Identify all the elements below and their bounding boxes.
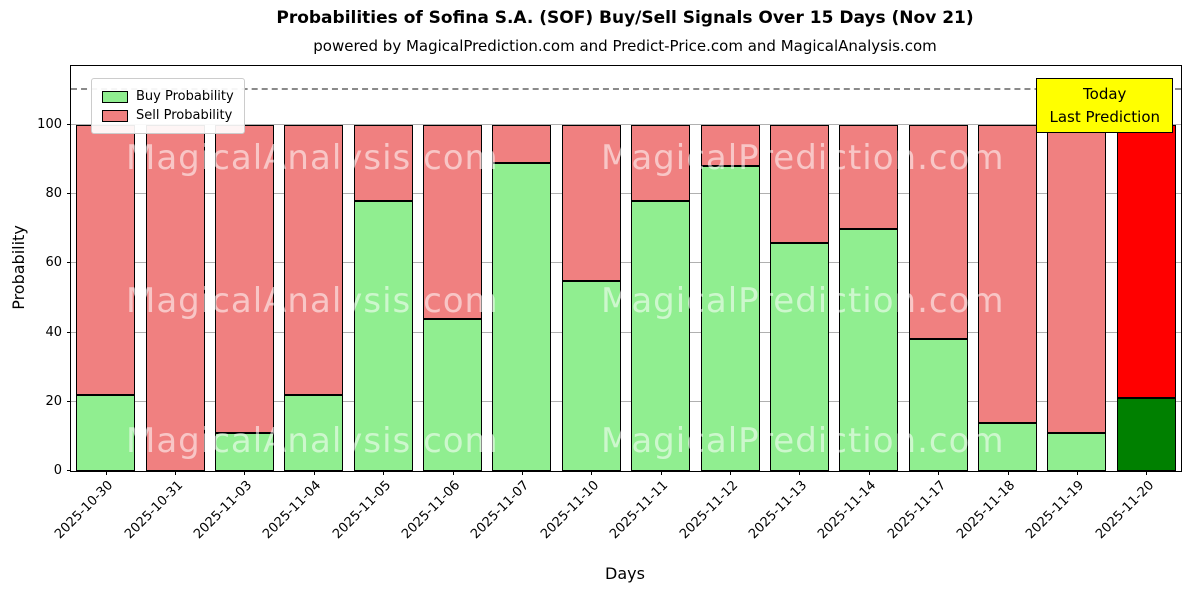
x-tick-label: 2025-11-17 [884,478,949,543]
y-tick-label: 20 [45,393,62,409]
sell-bar-segment [769,124,829,243]
x-tick-mark [383,471,385,475]
annotation-line-1: Today [1083,85,1127,103]
x-tick-mark [1146,471,1148,475]
x-tick-mark [105,471,107,475]
legend-swatch-buy [102,90,128,103]
y-axis-label-text: Probability [8,225,28,310]
buy-bar-segment [978,422,1038,471]
x-tick-label: 2025-11-03 [191,478,256,543]
y-tick-mark [67,470,71,471]
x-tick-label: 2025-11-04 [260,478,325,543]
legend-swatch-sell [102,109,128,122]
x-tick-label: 2025-11-20 [1092,478,1157,543]
x-tick-mark [660,471,662,475]
buy-bar-segment [353,201,413,471]
x-tick-label: 2025-11-18 [954,478,1019,543]
chart-title: Probabilities of Sofina S.A. (SOF) Buy/S… [276,8,974,28]
x-tick-mark [175,471,177,475]
buy-bar-segment [492,162,552,471]
x-tick-label: 2025-11-10 [537,478,602,543]
x-tick-mark [313,471,315,475]
gridline [71,400,1181,402]
sell-bar-segment [214,124,274,433]
sell-bar-segment [492,124,552,163]
y-tick-mark [67,193,71,195]
plot-area: Buy Probability Sell Probability Today L… [37,65,1182,542]
legend: Buy Probability Sell Probability [91,78,245,134]
x-tick-label: 2025-11-06 [399,478,464,543]
sell-bar-segment [1047,124,1107,433]
x-tick-mark [452,471,454,475]
sell-bar-segment [145,124,205,471]
x-tick-mark [244,471,246,475]
gridline [71,123,1181,125]
gridline [71,193,1181,195]
buy-bar-segment [631,201,691,471]
x-tick-label: 2025-10-31 [121,478,186,543]
buy-bar-segment [1116,398,1176,471]
x-tick-label: 2025-11-07 [468,478,533,543]
y-tick-label: 40 [45,324,62,340]
x-tick-mark [1007,471,1009,475]
sell-bar-segment [353,124,413,201]
buy-bar-segment [284,394,344,471]
buy-bar-segment [839,228,899,471]
gridline [71,262,1181,264]
annotation-line-2: Last Prediction [1049,107,1160,126]
buy-bar-segment [76,394,136,471]
x-tick-mark [591,471,593,475]
sell-bar-segment [561,124,621,281]
sell-bar-segment [978,124,1038,423]
annotation-box: Today Last Prediction [1036,78,1173,133]
sell-bar-segment [700,124,760,167]
sell-bar-segment [76,124,136,395]
y-tick-mark [67,262,71,264]
x-tick-label: 2025-11-12 [676,478,741,543]
x-tick-label: 2025-10-30 [52,478,117,543]
y-tick-mark [67,331,71,333]
x-tick-label: 2025-11-19 [1023,478,1088,543]
y-axis-label: Probability [4,65,32,470]
buy-bar-segment [700,166,760,471]
gridline [71,331,1181,333]
buy-bar-segment [214,432,274,471]
x-tick-label: 2025-11-13 [746,478,811,543]
legend-item-buy: Buy Probability [102,89,234,104]
buy-bar-segment [561,280,621,471]
sell-bar-segment [631,124,691,201]
y-tick-mark [67,400,71,402]
legend-label-sell: Sell Probability [136,108,233,123]
y-tick-label: 0 [53,463,62,478]
x-tick-label: 2025-11-05 [329,478,394,543]
x-tick-label: 2025-11-11 [607,478,672,543]
legend-label-buy: Buy Probability [136,89,234,104]
legend-item-sell: Sell Probability [102,108,234,123]
sell-bar-segment [284,124,344,395]
buy-bar-segment [1047,432,1107,471]
x-tick-mark [799,471,801,475]
x-tick-mark [730,471,732,475]
x-axis-label: Days [605,564,645,583]
y-tick-mark [67,123,71,125]
buy-bar-segment [908,339,968,471]
y-tick-label: 60 [45,255,62,271]
buy-bar-segment [769,242,829,471]
sell-bar-segment [423,124,483,319]
x-tick-mark [868,471,870,475]
x-tick-label: 2025-11-14 [815,478,880,543]
buy-bar-segment [423,318,483,471]
sell-bar-segment [839,124,899,229]
x-tick-mark [521,471,523,475]
threshold-dashed-line [71,88,1181,91]
x-tick-mark [1076,471,1078,475]
sell-bar-segment [1116,124,1176,399]
y-tick-label: 100 [37,116,62,132]
y-tick-label: 80 [45,186,62,202]
sell-bar-segment [908,124,968,340]
chart-subtitle: powered by MagicalPrediction.com and Pre… [313,37,937,55]
x-tick-mark [938,471,940,475]
